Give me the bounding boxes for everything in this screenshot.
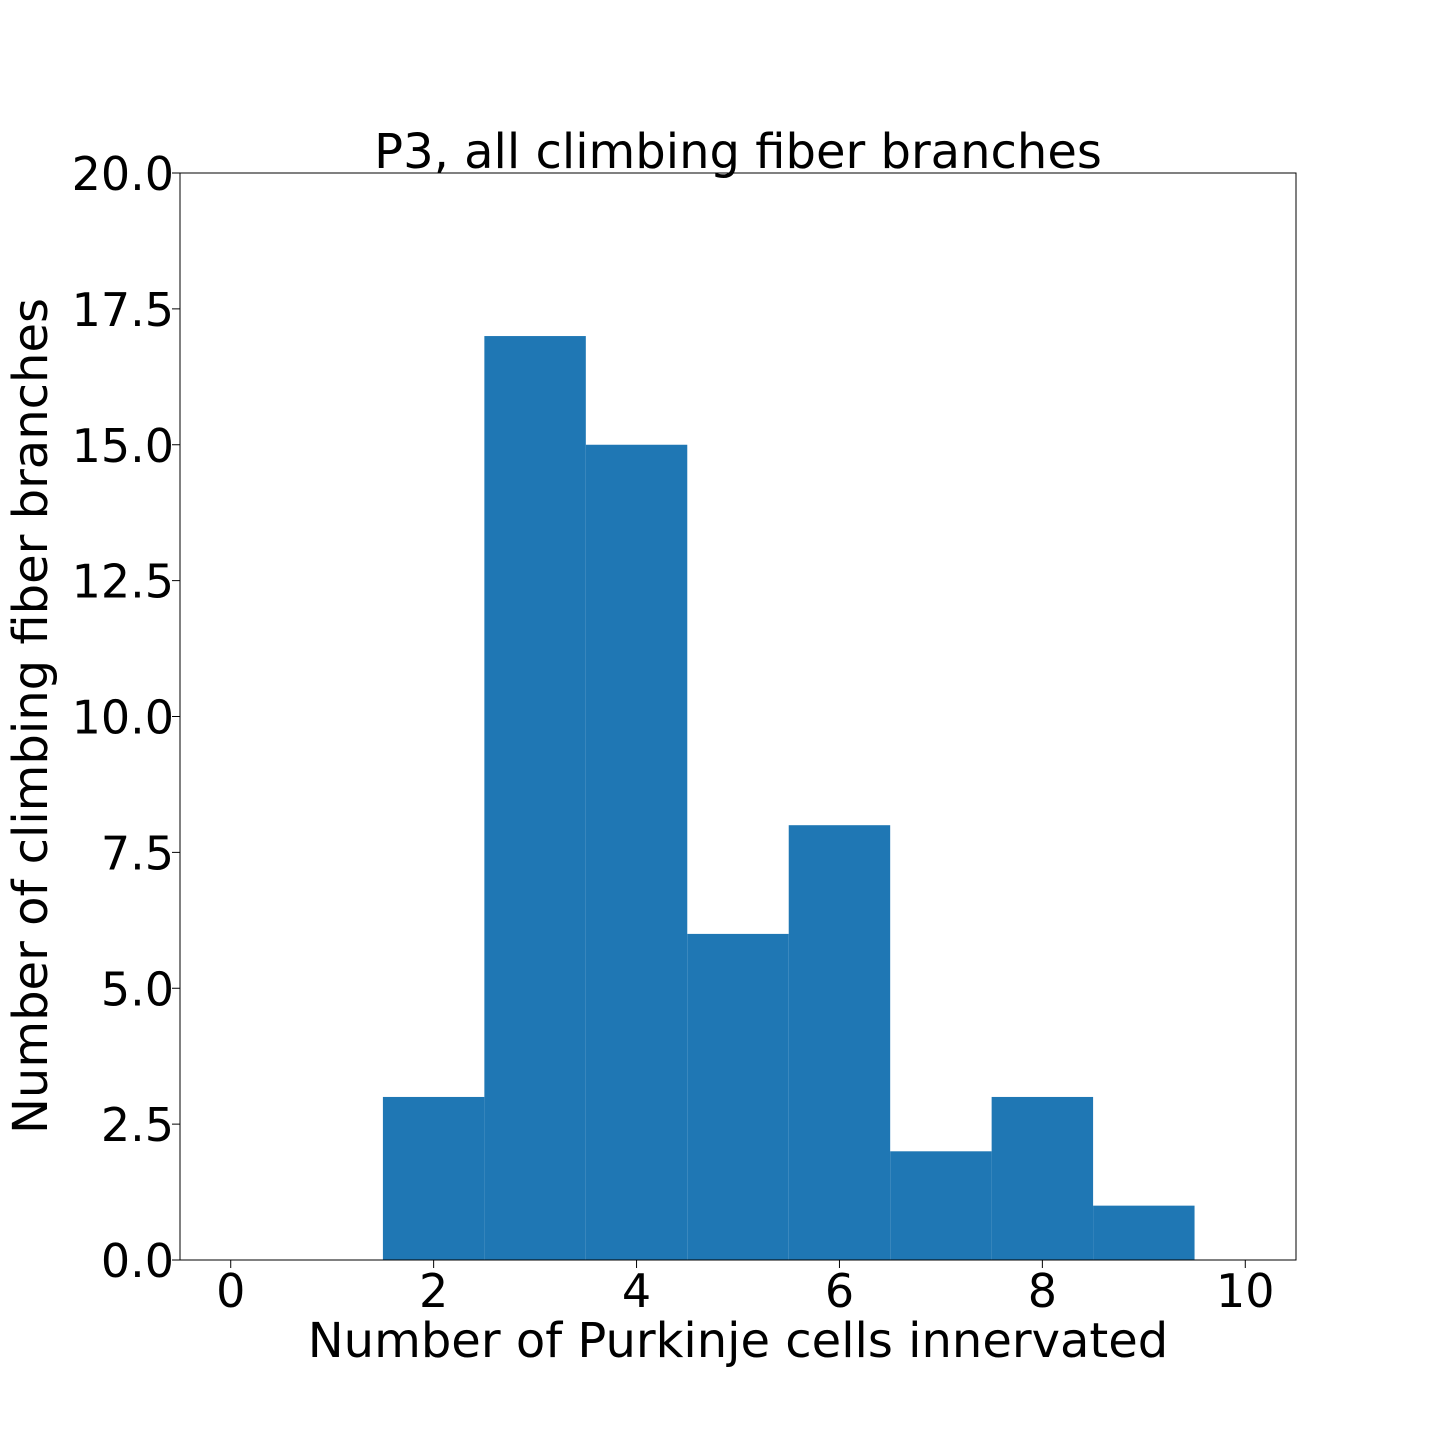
y-axis-label: Number of climbing fiber branches: [3, 298, 59, 1134]
histogram-bar: [585, 444, 688, 1260]
x-tick-label: 4: [622, 1264, 651, 1318]
histogram-bar: [484, 336, 586, 1260]
histogram-bar: [890, 1151, 992, 1260]
histogram-bar: [382, 1096, 485, 1260]
y-tick-label: 12.5: [72, 555, 174, 609]
x-tick-label: 6: [825, 1264, 854, 1318]
x-tick-label: 10: [1216, 1264, 1275, 1318]
x-tick-label: 2: [419, 1264, 448, 1318]
y-tick-label: 10.0: [72, 691, 174, 745]
y-tick-label: 0.0: [101, 1234, 174, 1288]
y-tick-label: 17.5: [72, 283, 174, 337]
y-tick-label: 2.5: [101, 1098, 174, 1152]
histogram-bar: [1093, 1205, 1195, 1260]
histogram-bar: [788, 825, 891, 1260]
histogram-bar: [991, 1096, 1094, 1260]
y-tick-label: 7.5: [101, 826, 174, 880]
bars-group: [382, 336, 1195, 1260]
x-axis-label: Number of Purkinje cells innervated: [308, 1313, 1168, 1369]
y-tick-label: 5.0: [101, 962, 174, 1016]
x-tick-label: 8: [1028, 1264, 1057, 1318]
chart-title: P3, all climbing fiber branches: [374, 124, 1102, 180]
histogram-bar: [687, 933, 789, 1260]
y-axis: 0.0 2.5 5.0 7.5 10.0 12.5 15.0 17.5 20.0: [72, 147, 180, 1288]
x-tick-label: 0: [216, 1264, 245, 1318]
y-tick-label: 15.0: [72, 419, 174, 473]
y-tick-label: 20.0: [72, 147, 174, 201]
x-axis: 0 2 4 6 8 10: [216, 1260, 1275, 1318]
